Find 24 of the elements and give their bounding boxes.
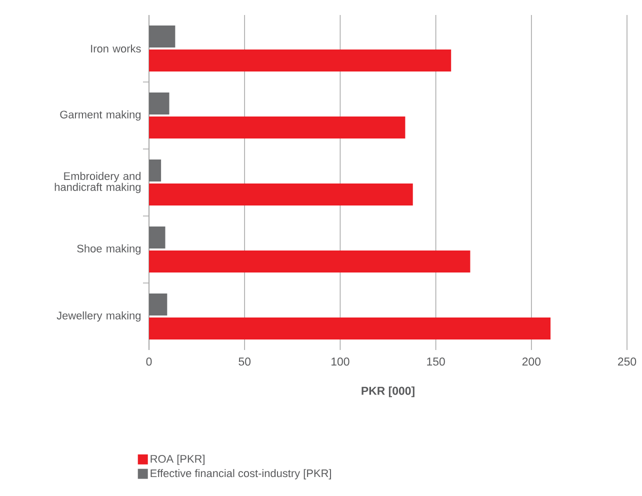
x-tick-label: 0 <box>146 358 152 366</box>
x-tick-label: 150 <box>427 358 445 366</box>
x-tick-label: 200 <box>522 358 541 366</box>
x-tick-label: 100 <box>332 358 350 366</box>
legend-label: ROA [PKR] <box>150 454 204 465</box>
legend-label: Effective financial cost-industry [PKR] <box>150 469 331 480</box>
x-axis-title: PKR [000] <box>362 386 414 398</box>
bar <box>149 226 166 249</box>
bar <box>149 116 406 139</box>
y-tick-label: Jewellery making <box>56 311 141 322</box>
y-tick-label: Garment making <box>60 110 141 121</box>
bar <box>149 26 176 48</box>
bar <box>149 50 452 72</box>
bar <box>149 294 168 316</box>
bar <box>149 160 162 182</box>
x-tick-label: 250 <box>618 358 636 366</box>
y-tick-label: Shoe making <box>77 244 141 255</box>
bar <box>149 184 413 206</box>
y-tick-label: Iron works <box>91 44 141 53</box>
bar <box>149 250 470 272</box>
x-tick-label: 50 <box>238 358 251 366</box>
bar <box>149 318 551 340</box>
bar <box>149 92 170 115</box>
y-tick-label: Embroidery and handicraft making <box>54 172 141 194</box>
